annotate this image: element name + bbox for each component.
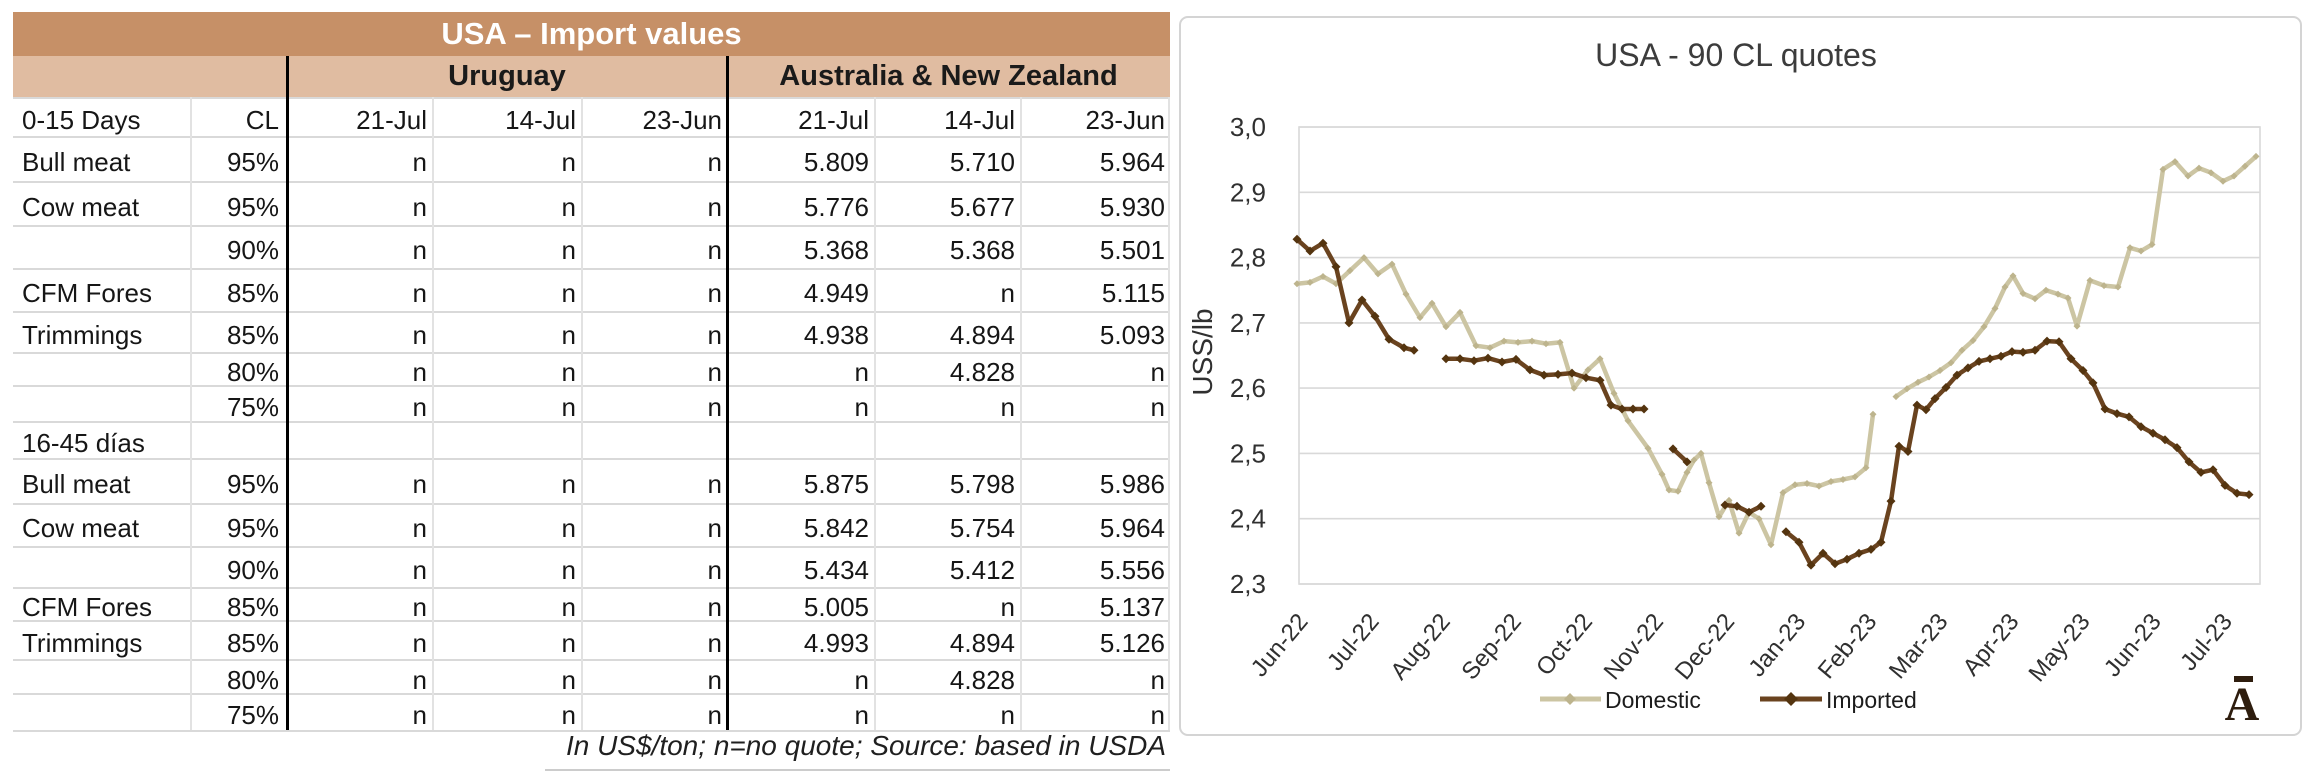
svg-text:2,6: 2,6 (1230, 373, 1266, 403)
svg-text:Domestic: Domestic (1605, 687, 1701, 713)
svg-text:USA - 90 CL quotes: USA - 90 CL quotes (1595, 37, 1877, 73)
svg-text:USS/lb: USS/lb (1187, 308, 1218, 395)
svg-text:2,7: 2,7 (1230, 308, 1266, 338)
svg-text:3,0: 3,0 (1230, 112, 1266, 142)
svg-text:2,5: 2,5 (1230, 438, 1266, 468)
svg-text:2,9: 2,9 (1230, 177, 1266, 207)
svg-text:2,4: 2,4 (1230, 504, 1266, 534)
svg-text:2,8: 2,8 (1230, 243, 1266, 273)
svg-text:Imported: Imported (1826, 687, 1917, 713)
svg-text:2,3: 2,3 (1230, 569, 1266, 599)
svg-text:A: A (2225, 678, 2260, 731)
